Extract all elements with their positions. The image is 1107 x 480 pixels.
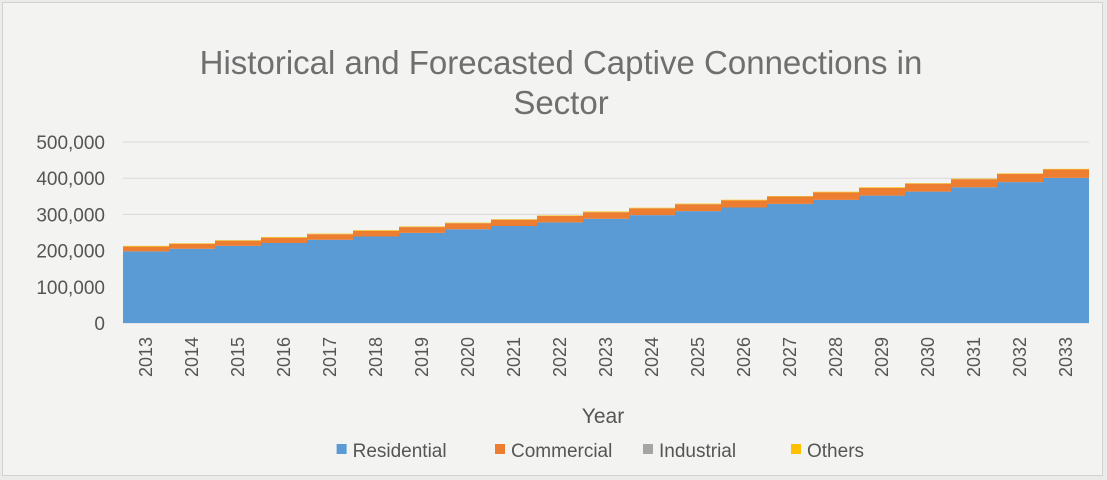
- x-tick-label: 2030: [918, 337, 938, 377]
- legend-label-commercial: Commercial: [511, 441, 612, 462]
- chart-title-line-2: Sector: [513, 84, 608, 121]
- x-tick-label: 2017: [320, 337, 340, 377]
- y-tick-label: 0: [94, 314, 105, 335]
- x-axis-label: Year: [582, 405, 624, 428]
- y-tick-label: 500,000: [36, 133, 105, 154]
- area-residential: [123, 177, 1089, 323]
- x-tick-label: 2018: [366, 337, 386, 377]
- x-tick-label: 2023: [596, 337, 616, 377]
- x-tick-label: 2016: [274, 337, 294, 377]
- x-tick-label: 2024: [642, 337, 662, 377]
- x-tick-label: 2028: [826, 337, 846, 377]
- legend: Residential Commercial Industrial Others: [336, 441, 864, 462]
- legend-label-industrial: Industrial: [659, 441, 736, 462]
- legend-swatch-industrial: [643, 444, 653, 454]
- x-tick-label: 2031: [964, 337, 984, 377]
- x-tick-label: 2021: [504, 337, 524, 377]
- y-tick-label: 100,000: [36, 278, 105, 299]
- legend-label-residential: Residential: [353, 441, 447, 462]
- legend-label-others: Others: [807, 441, 864, 462]
- y-axis-ticks: 0 100,000 200,000 300,000 400,000 500,000: [36, 133, 105, 335]
- y-tick-label: 200,000: [36, 242, 105, 263]
- x-tick-label: 2022: [550, 337, 570, 377]
- x-tick-label: 2032: [1010, 337, 1030, 377]
- legend-swatch-residential: [336, 444, 347, 454]
- y-tick-label: 400,000: [36, 169, 105, 190]
- x-tick-label: 2026: [734, 337, 754, 377]
- x-tick-label: 2014: [182, 337, 202, 377]
- x-tick-label: 2015: [228, 337, 248, 377]
- x-tick-label: 2019: [412, 337, 432, 377]
- x-tick-label: 2013: [136, 337, 156, 377]
- x-tick-label: 2033: [1056, 337, 1076, 377]
- x-tick-label: 2025: [688, 337, 708, 377]
- legend-swatch-commercial: [495, 444, 505, 454]
- chart-title-line-1: Historical and Forecasted Captive Connec…: [200, 44, 923, 81]
- x-tick-label: 2029: [872, 337, 892, 377]
- x-axis-ticks: 2013 2014 2015 2016 2017 2018 2019 2020 2021 2022…: [136, 337, 1076, 377]
- chart-svg: Historical and Forecasted Captive Connec…: [36, 44, 1089, 462]
- legend-swatch-others: [791, 444, 801, 454]
- stacked-areas: [123, 168, 1089, 323]
- x-tick-label: 2027: [780, 337, 800, 377]
- y-tick-label: 300,000: [36, 205, 105, 226]
- x-tick-label: 2020: [458, 337, 478, 377]
